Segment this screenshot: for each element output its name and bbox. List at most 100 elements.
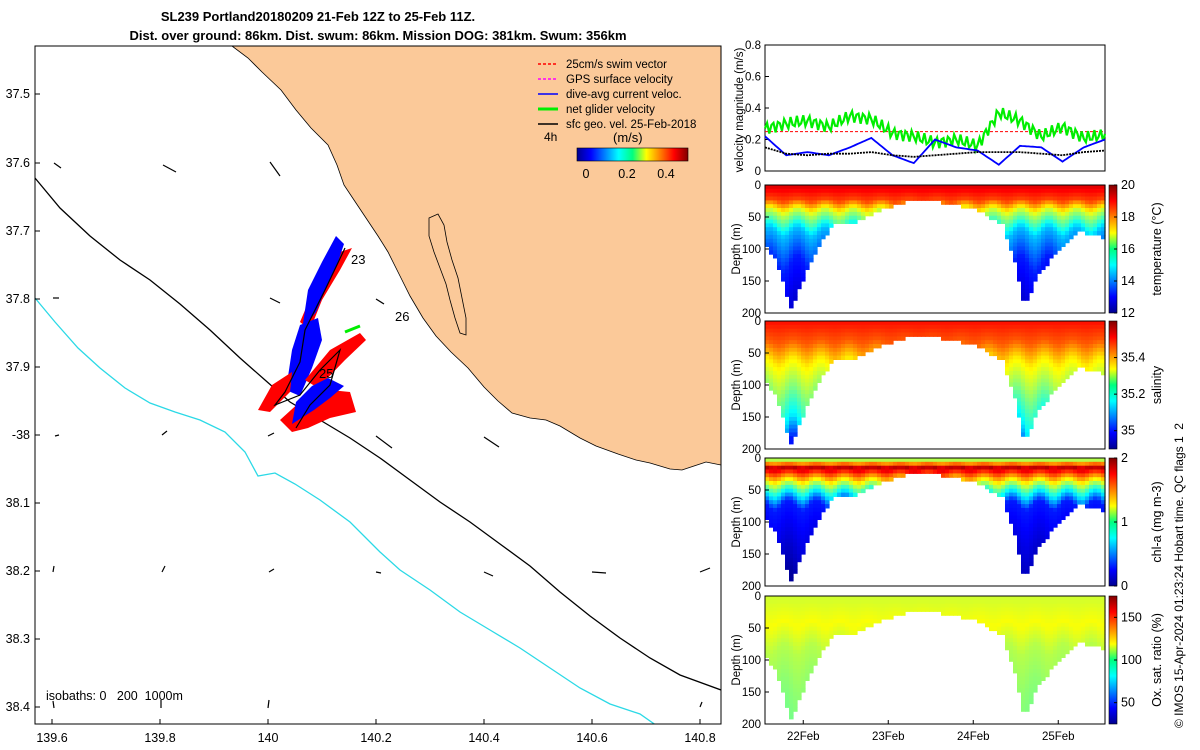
section-cell <box>1033 234 1038 240</box>
section-cell <box>789 336 794 341</box>
section-cell <box>809 208 814 213</box>
section-cell <box>849 324 854 330</box>
section-cell <box>893 599 898 605</box>
section-cell <box>789 277 794 282</box>
section-cell <box>1085 458 1090 463</box>
section-cell <box>921 321 926 326</box>
section-cell <box>829 359 834 364</box>
section-cell <box>1057 492 1062 497</box>
section-cell <box>1005 599 1010 605</box>
section-cell <box>853 603 858 609</box>
section-cell <box>789 219 794 224</box>
section-cell <box>845 324 850 330</box>
section-cell <box>809 484 814 490</box>
section-cell <box>1081 211 1086 217</box>
section-cell <box>969 465 974 471</box>
section-cell <box>1037 386 1042 391</box>
section-cell <box>1041 397 1046 403</box>
section-cell <box>793 688 798 693</box>
section-cell <box>845 219 850 224</box>
section-cell <box>1061 511 1066 517</box>
section-cell <box>965 615 970 620</box>
section-cell <box>769 511 774 517</box>
section-cell <box>1069 344 1074 349</box>
section-cell <box>773 649 778 655</box>
section-cell <box>769 523 774 528</box>
section-cell <box>1017 204 1022 209</box>
section-cell <box>905 603 910 609</box>
section-cell <box>845 185 850 190</box>
section-cell <box>1065 336 1070 341</box>
section-cell <box>809 596 814 601</box>
section-cell <box>789 561 794 567</box>
section-cell <box>805 394 810 399</box>
section-cell <box>813 250 818 255</box>
section-cell <box>913 324 918 330</box>
section-cell <box>1077 219 1082 224</box>
section-cell <box>1053 492 1058 497</box>
section-cell <box>797 382 802 387</box>
section-cell <box>1065 321 1070 326</box>
section-cell <box>1049 386 1054 391</box>
section-cell <box>829 336 834 341</box>
section-cell <box>781 672 786 678</box>
section-cell <box>809 461 814 467</box>
section-cell <box>817 223 822 228</box>
section-cell <box>1101 619 1106 624</box>
section-cell <box>1077 469 1082 474</box>
section-cell <box>777 661 782 666</box>
section-cell <box>973 458 978 463</box>
section-cell <box>981 469 986 474</box>
section-cell <box>797 215 802 221</box>
section-cell <box>1021 284 1026 290</box>
section-cell <box>1017 504 1022 509</box>
section-cell <box>941 196 946 201</box>
section-cell <box>1037 242 1042 247</box>
section-cell <box>1045 340 1050 345</box>
section-cell <box>941 328 946 334</box>
section-cell <box>1029 622 1034 628</box>
section-cell <box>777 484 782 490</box>
section-cell <box>837 461 842 467</box>
section-cell <box>801 607 806 612</box>
section-cell <box>1085 630 1090 635</box>
section-cell <box>861 324 866 330</box>
section-cell <box>833 215 838 221</box>
section-cell <box>1021 519 1026 524</box>
section-cell <box>1021 523 1026 528</box>
section-cell <box>797 390 802 395</box>
section-cell <box>865 200 870 205</box>
section-cell <box>1009 519 1014 524</box>
section-cell <box>981 473 986 478</box>
section-cell <box>785 355 790 360</box>
section-cell <box>805 531 810 536</box>
section-cell <box>1093 630 1098 635</box>
section-cell <box>1013 611 1018 616</box>
section-cell <box>789 420 794 426</box>
section-cell <box>805 461 810 467</box>
section-cell <box>1017 511 1022 517</box>
section-cell <box>997 211 1002 217</box>
section-cell <box>1013 196 1018 201</box>
section-cell <box>777 596 782 601</box>
time-step-label: 4h <box>544 130 557 144</box>
section-cell <box>1057 374 1062 380</box>
section-cell <box>769 649 774 655</box>
speed-colorbar <box>576 147 689 162</box>
section-cell <box>785 363 790 368</box>
section-cell <box>801 359 806 364</box>
section-cell <box>769 378 774 383</box>
section-cell <box>805 615 810 620</box>
section-cell <box>1033 185 1038 190</box>
section-cell <box>813 481 818 486</box>
section-cell <box>1089 363 1094 368</box>
section-cell <box>845 192 850 198</box>
section-cell <box>777 603 782 609</box>
section-cell <box>1077 626 1082 632</box>
section-cell <box>1021 557 1026 563</box>
section-cell <box>921 599 926 605</box>
section-cell <box>961 603 966 609</box>
section-cell <box>893 607 898 612</box>
section-cell <box>865 599 870 605</box>
section-cell <box>849 219 854 224</box>
